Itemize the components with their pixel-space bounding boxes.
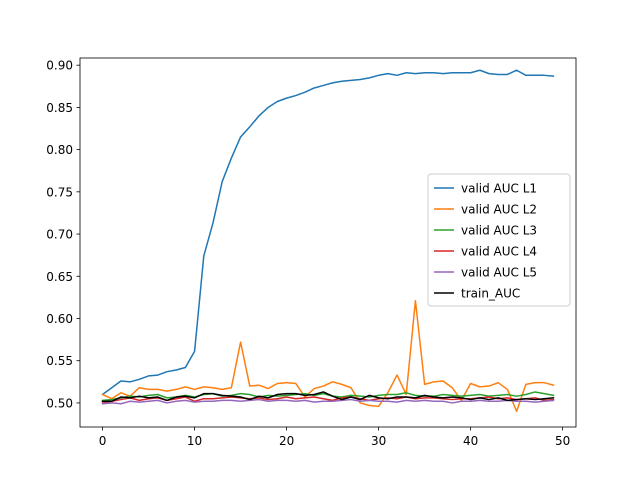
y-tick-label: 0.50 <box>46 396 73 410</box>
legend-label-2: valid AUC L2 <box>461 203 537 217</box>
legend-label-4: valid AUC L4 <box>461 245 537 259</box>
x-tick-label: 10 <box>187 434 202 448</box>
series-line-2 <box>101 300 555 413</box>
legend-box <box>427 173 571 307</box>
y-tick-label: 0.65 <box>46 270 73 284</box>
series-lines <box>101 69 555 413</box>
y-tick-label: 0.70 <box>46 228 73 242</box>
x-tick-label: 50 <box>555 434 570 448</box>
y-tick-label: 0.60 <box>46 312 73 326</box>
legend-label-5: valid AUC L5 <box>461 266 537 280</box>
y-tick-label: 0.55 <box>46 354 73 368</box>
y-axis: 0.50 0.55 0.60 0.65 0.70 0.75 0.80 0.85 0.90 <box>46 59 80 410</box>
legend-label-1: valid AUC L1 <box>461 182 537 196</box>
x-tick-label: 0 <box>99 434 107 448</box>
legend-label-3: valid AUC L3 <box>461 224 537 238</box>
series-line-1 <box>101 69 555 396</box>
y-tick-label: 0.75 <box>46 185 73 199</box>
x-axis: 0 10 20 30 40 50 <box>99 427 570 448</box>
series-line-5 <box>101 398 555 405</box>
plot-frame <box>79 57 577 428</box>
x-tick-label: 30 <box>371 434 386 448</box>
series-line-6 <box>101 391 555 402</box>
x-tick-label: 40 <box>463 434 478 448</box>
legend: valid AUC L1 valid AUC L2 valid AUC L3 vali… <box>427 173 571 307</box>
x-tick-label: 20 <box>279 434 294 448</box>
legend-label-6: train_AUC <box>461 287 520 301</box>
y-tick-label: 0.85 <box>46 101 73 115</box>
y-tick-label: 0.90 <box>46 59 73 73</box>
y-tick-label: 0.80 <box>46 143 73 157</box>
